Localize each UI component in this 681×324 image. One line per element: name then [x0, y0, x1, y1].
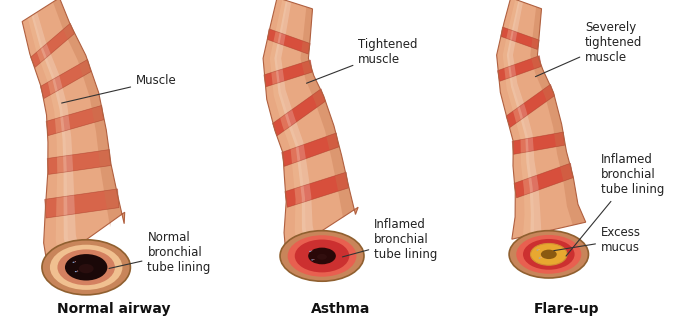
Ellipse shape — [79, 264, 93, 273]
Text: Tightened
muscle: Tightened muscle — [306, 38, 418, 83]
Polygon shape — [507, 1, 541, 235]
Ellipse shape — [539, 258, 541, 259]
Ellipse shape — [280, 231, 364, 281]
Polygon shape — [46, 105, 104, 136]
Polygon shape — [506, 84, 554, 127]
Polygon shape — [503, 0, 534, 237]
Polygon shape — [514, 163, 573, 198]
Ellipse shape — [311, 250, 313, 251]
Polygon shape — [300, 7, 358, 218]
Ellipse shape — [75, 261, 76, 262]
Polygon shape — [31, 23, 75, 67]
Ellipse shape — [523, 239, 575, 270]
Polygon shape — [45, 189, 119, 218]
Ellipse shape — [57, 249, 115, 285]
Ellipse shape — [73, 262, 74, 263]
Ellipse shape — [309, 251, 311, 252]
Polygon shape — [22, 0, 125, 267]
Ellipse shape — [530, 243, 567, 265]
Ellipse shape — [541, 249, 557, 259]
Polygon shape — [498, 56, 541, 81]
Polygon shape — [28, 15, 71, 259]
Ellipse shape — [311, 259, 313, 260]
Polygon shape — [267, 29, 310, 54]
Polygon shape — [53, 0, 125, 227]
Polygon shape — [496, 0, 586, 239]
Ellipse shape — [42, 240, 130, 295]
Ellipse shape — [308, 248, 336, 264]
Ellipse shape — [509, 231, 588, 278]
Polygon shape — [263, 0, 358, 254]
Polygon shape — [270, 0, 308, 247]
Polygon shape — [530, 7, 586, 225]
Ellipse shape — [313, 259, 315, 260]
Polygon shape — [512, 132, 565, 155]
Text: Normal airway: Normal airway — [57, 302, 170, 316]
Text: Muscle: Muscle — [62, 75, 177, 103]
Polygon shape — [47, 150, 110, 174]
Ellipse shape — [75, 271, 77, 272]
Text: Flare-up: Flare-up — [534, 302, 600, 316]
Polygon shape — [285, 172, 349, 207]
Ellipse shape — [287, 235, 356, 277]
Polygon shape — [501, 27, 539, 50]
Text: Asthma: Asthma — [311, 302, 370, 316]
Text: Inflamed
bronchial
tube lining: Inflamed bronchial tube lining — [343, 218, 438, 261]
Ellipse shape — [65, 254, 108, 281]
Polygon shape — [40, 59, 91, 99]
Ellipse shape — [50, 245, 123, 290]
Ellipse shape — [516, 235, 582, 274]
Polygon shape — [274, 0, 315, 242]
Ellipse shape — [295, 239, 349, 272]
Text: Inflamed
bronchial
tube lining: Inflamed bronchial tube lining — [566, 154, 665, 256]
Polygon shape — [31, 12, 78, 253]
Polygon shape — [282, 133, 338, 167]
Ellipse shape — [317, 254, 327, 260]
Text: Severely
tightened
muscle: Severely tightened muscle — [535, 21, 642, 77]
Ellipse shape — [77, 271, 78, 272]
Polygon shape — [272, 89, 326, 136]
Polygon shape — [264, 60, 313, 87]
Text: Excess
mucus: Excess mucus — [554, 226, 641, 254]
Text: Normal
bronchial
tube lining: Normal bronchial tube lining — [109, 231, 211, 274]
Ellipse shape — [537, 249, 539, 250]
